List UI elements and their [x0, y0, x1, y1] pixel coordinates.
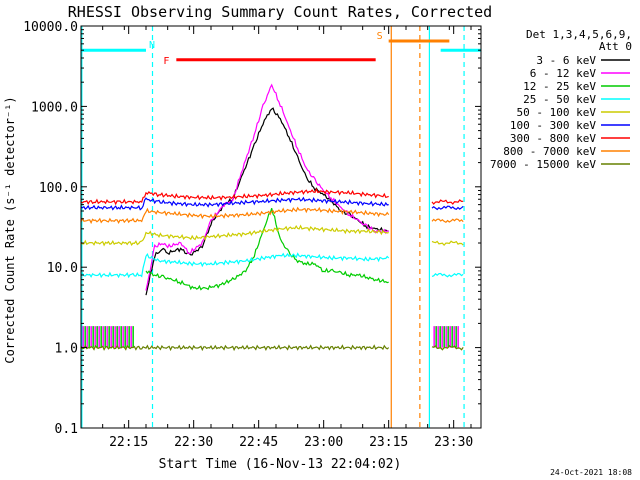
series-line-8-late	[431, 344, 464, 351]
series-line-4-late	[431, 240, 464, 246]
legend-label: 50 - 100 keV	[517, 106, 597, 119]
series-line-3-late	[431, 272, 464, 278]
legend-label: 3 - 6 keV	[536, 54, 596, 67]
y-tick-label: 1000.0	[31, 100, 78, 115]
legend-label: 25 - 50 keV	[523, 93, 596, 106]
flag-label: F	[163, 56, 169, 67]
x-tick-label: 23:15	[369, 435, 408, 450]
series-line-6	[81, 187, 389, 206]
x-tick-label: 23:00	[304, 435, 343, 450]
timestamp: 24-Oct-2021 18:08	[550, 468, 632, 477]
chart-title: RHESSI Observing Summary Count Rates, Co…	[68, 3, 492, 21]
y-tick-label: 10000.0	[23, 20, 78, 35]
series-line-2	[145, 208, 389, 291]
legend-header: Det 1,3,4,5,6,9,	[526, 28, 632, 41]
series-line-7	[81, 206, 390, 225]
series-line-8	[81, 344, 390, 352]
y-tick-label: 0.1	[55, 422, 78, 437]
x-axis-label: Start Time (16-Nov-13 22:04:02)	[159, 457, 402, 472]
series-line-7-late	[431, 218, 464, 224]
series-line-1	[145, 83, 389, 291]
flag-label: N	[149, 40, 155, 51]
legend-label: 300 - 800 keV	[510, 132, 596, 145]
y-tick-label: 10.0	[47, 261, 78, 276]
series-line-6-late	[431, 199, 464, 205]
series-line-4	[81, 224, 389, 247]
plot-frame	[80, 25, 482, 429]
x-tick-label: 23:30	[434, 435, 473, 450]
flag-label: S	[377, 31, 383, 42]
series-line-5	[81, 196, 389, 211]
y-tick-label: 1.0	[55, 342, 78, 357]
series-line-5-late	[431, 205, 464, 211]
legend-label: 7000 - 15000 keV	[490, 158, 596, 171]
legend-label: 100 - 300 keV	[510, 119, 596, 132]
y-tick-label: 100.0	[39, 181, 78, 196]
legend-header: Att 0	[599, 40, 632, 53]
series-line-0	[145, 107, 389, 296]
series-line-3	[81, 252, 390, 279]
legend-label: 800 - 7000 keV	[503, 145, 596, 158]
x-tick-label: 22:30	[174, 435, 213, 450]
x-tick-label: 22:15	[109, 435, 148, 450]
y-axis-label: Corrected Count Rate (s⁻¹ detector⁻¹)	[3, 96, 17, 363]
legend-label: 12 - 25 keV	[523, 80, 596, 93]
x-tick-label: 22:45	[239, 435, 278, 450]
legend-label: 6 - 12 keV	[530, 67, 597, 80]
